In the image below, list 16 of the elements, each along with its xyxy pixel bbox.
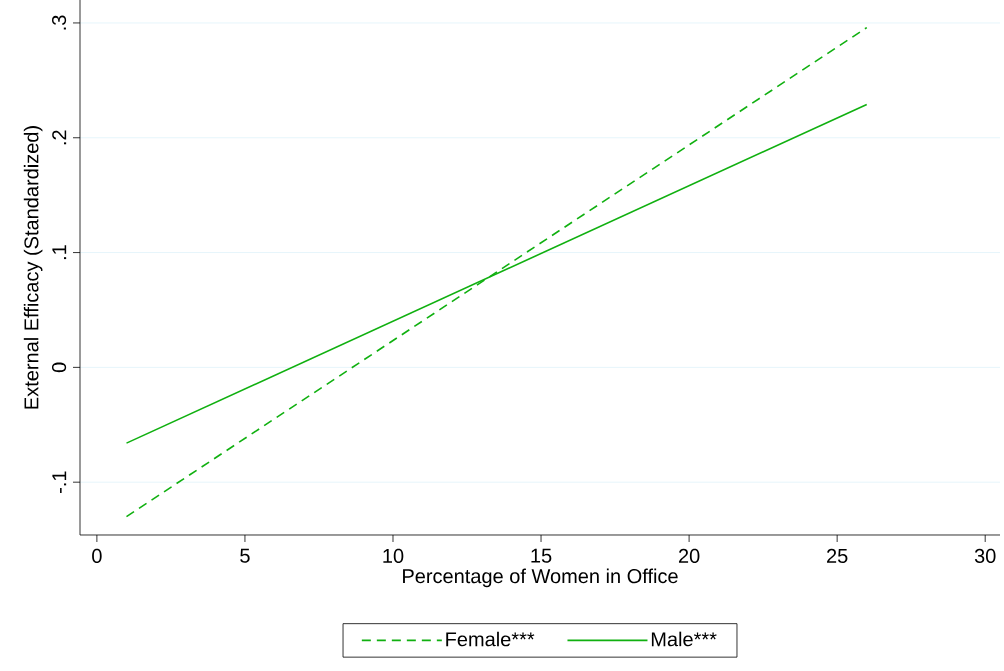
y-tick-label: 0 <box>51 362 67 373</box>
y-tick-label: .1 <box>52 245 67 260</box>
x-tick-label: 5 <box>240 548 250 563</box>
x-tick-label: 20 <box>678 548 700 564</box>
y-tick-label: -.1 <box>52 471 67 493</box>
x-tick-label: 0 <box>92 548 102 564</box>
y-tick-label: .3 <box>51 15 67 30</box>
y-axis-title: External Efficacy (Standardized) <box>23 126 43 409</box>
x-tick-label: 30 <box>974 548 996 564</box>
legend-label: Male*** <box>651 631 717 647</box>
legend-label: Female*** <box>446 631 535 647</box>
y-tick-label: .2 <box>52 130 67 145</box>
x-axis-title: Percentage of Women in Office <box>403 568 678 588</box>
x-tick-label: 15 <box>531 548 552 563</box>
x-tick-label: 25 <box>827 548 848 564</box>
x-tick-label: 10 <box>383 548 404 564</box>
